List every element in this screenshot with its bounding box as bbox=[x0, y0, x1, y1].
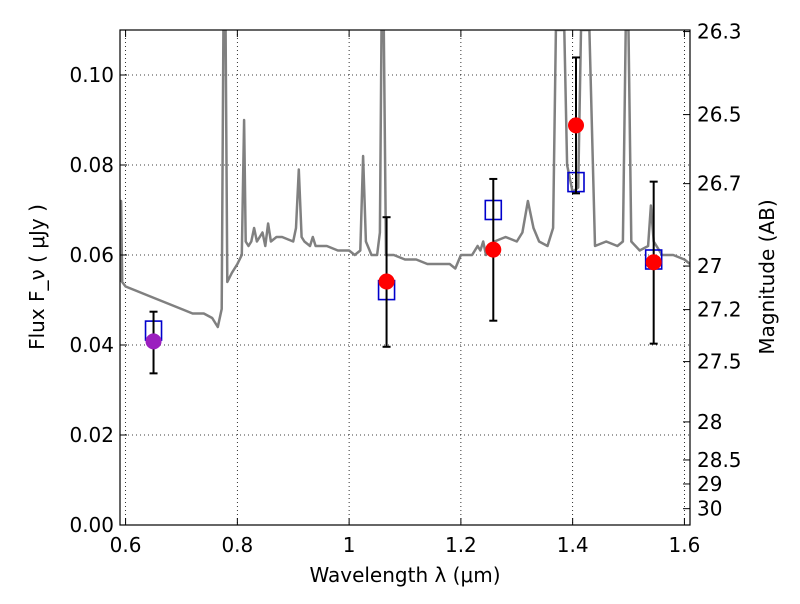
y2-axis-title: Magnitude (AB) bbox=[755, 199, 779, 354]
observed-flux-point bbox=[145, 333, 162, 350]
y-tick-label: 0.08 bbox=[69, 153, 114, 177]
y-tick-label: 0.00 bbox=[69, 513, 114, 537]
x-tick-label: 1.4 bbox=[557, 533, 589, 557]
y2-tick-label: 27.5 bbox=[697, 350, 742, 374]
y2-tick-label: 27 bbox=[697, 254, 722, 278]
y2-tick-label: 29 bbox=[697, 472, 722, 496]
observed-flux-point bbox=[485, 241, 502, 258]
x-tick-label: 0.8 bbox=[221, 533, 253, 557]
x-tick-label: 1 bbox=[343, 533, 356, 557]
x-axis-title: Wavelength λ (μm) bbox=[309, 563, 500, 587]
y-tick-label: 0.04 bbox=[69, 333, 114, 357]
y-tick-label: 0.10 bbox=[69, 63, 114, 87]
observed-flux-point bbox=[378, 273, 395, 290]
error-bar-layer bbox=[144, 56, 663, 375]
tick-layer: 0.6 0.8 1 1.2 1.4 1.6 0.00 0.02 0.04 0.06 0.08 0.10… bbox=[69, 20, 741, 557]
y2-tick-label: 28 bbox=[697, 410, 722, 434]
observed-flux-point bbox=[568, 117, 584, 134]
y2-tick-label: 26.5 bbox=[697, 103, 742, 127]
grid bbox=[120, 30, 690, 526]
x-tick-label: 1.2 bbox=[445, 533, 477, 557]
y2-tick-label: 30 bbox=[697, 497, 722, 521]
y-axis-title: Flux F_ν ( μJy ) bbox=[25, 204, 49, 350]
data-layer bbox=[120, 30, 690, 329]
y2-tick-label: 27.2 bbox=[697, 298, 742, 322]
plot-frame bbox=[119, 29, 691, 526]
x-tick-label: 1.6 bbox=[669, 533, 701, 557]
observed-flux-point bbox=[645, 254, 662, 271]
y2-tick-label: 26.7 bbox=[697, 172, 742, 196]
y-tick-label: 0.06 bbox=[69, 243, 114, 267]
x-tick-label: 0.6 bbox=[110, 533, 142, 557]
model-spectrum-line bbox=[120, 30, 690, 329]
y-tick-label: 0.02 bbox=[69, 423, 114, 447]
y2-tick-label: 28.5 bbox=[697, 448, 742, 472]
y2-tick-label: 26.3 bbox=[697, 20, 742, 44]
